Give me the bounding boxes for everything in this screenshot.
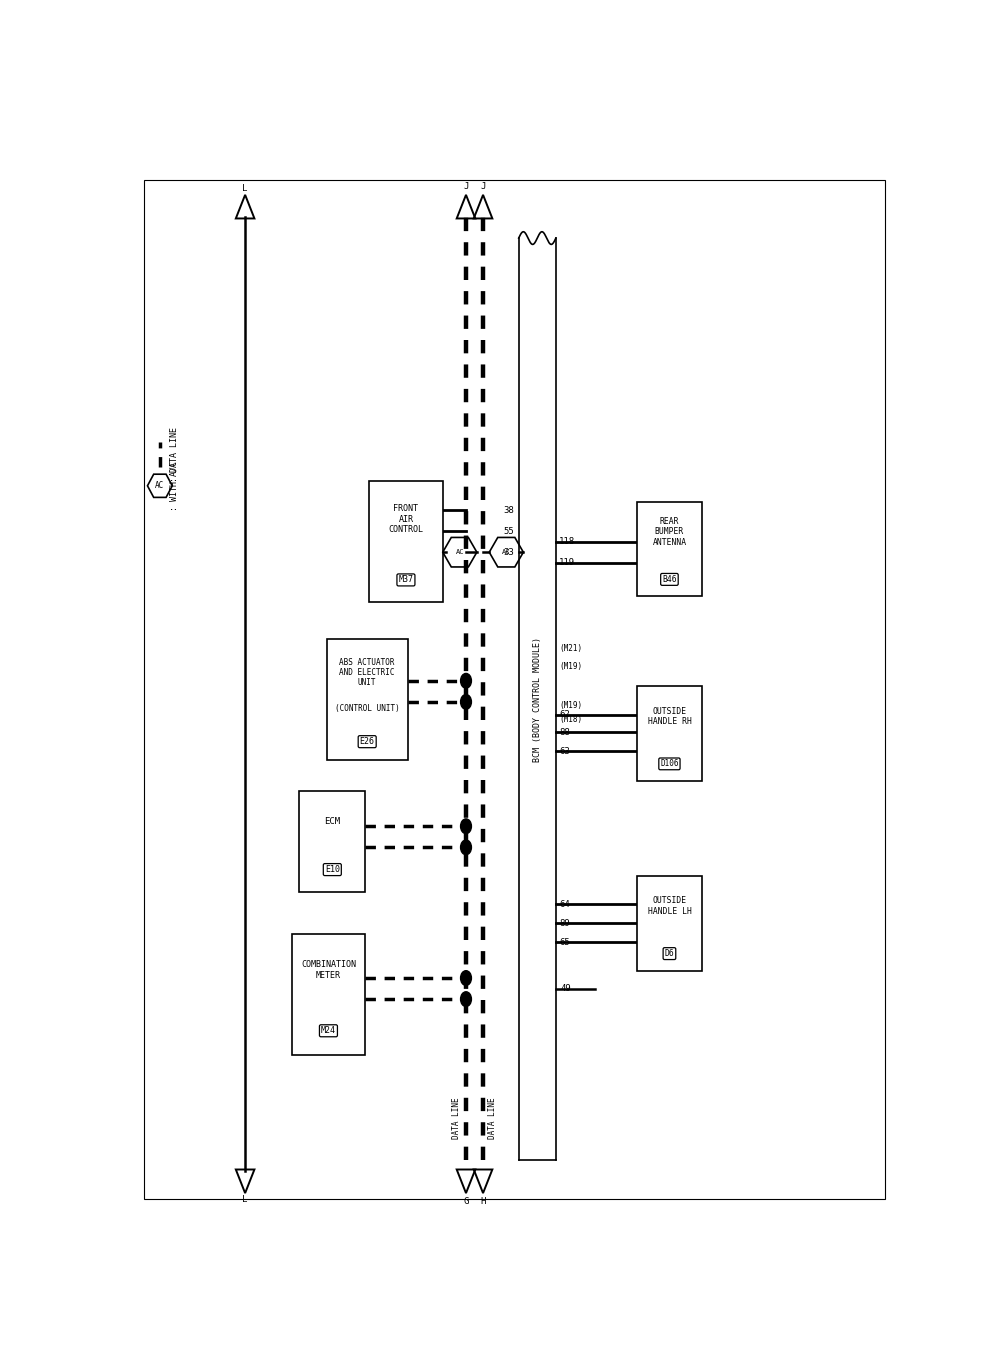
Text: (M21): (M21): [560, 643, 583, 653]
Text: 88: 88: [559, 728, 570, 737]
Text: DATA LINE: DATA LINE: [452, 1098, 461, 1139]
Text: DATA LINE: DATA LINE: [488, 1098, 497, 1139]
Text: L: L: [242, 183, 248, 193]
Text: OUTSIDE
HANDLE LH: OUTSIDE HANDLE LH: [648, 897, 691, 916]
FancyBboxPatch shape: [299, 791, 365, 891]
Text: FRONT
AIR
CONTROL: FRONT AIR CONTROL: [388, 504, 423, 534]
Text: : DATA LINE: : DATA LINE: [170, 427, 179, 482]
Circle shape: [461, 674, 471, 689]
Text: 38: 38: [503, 505, 514, 515]
FancyBboxPatch shape: [637, 686, 702, 780]
Text: M37: M37: [398, 575, 413, 585]
Text: 119: 119: [559, 559, 575, 567]
Text: AC: AC: [155, 482, 164, 490]
Text: OUTSIDE
HANDLE RH: OUTSIDE HANDLE RH: [648, 706, 691, 726]
Text: E10: E10: [325, 865, 340, 873]
Text: COMBINATION
METER: COMBINATION METER: [301, 961, 356, 980]
Text: 49: 49: [561, 984, 571, 993]
Text: (M19): (M19): [560, 661, 583, 671]
Text: B46: B46: [662, 575, 677, 585]
Text: ABS ACTUATOR
AND ELECTRIC
UNIT: ABS ACTUATOR AND ELECTRIC UNIT: [339, 657, 395, 687]
Text: 63: 63: [559, 747, 570, 756]
Text: AC: AC: [502, 549, 511, 556]
Text: 64: 64: [559, 899, 570, 909]
Text: : WITH A/C: : WITH A/C: [170, 461, 179, 511]
Text: 62: 62: [559, 711, 570, 719]
Text: 118: 118: [559, 537, 575, 546]
FancyBboxPatch shape: [292, 934, 365, 1055]
Text: J: J: [480, 182, 486, 190]
Circle shape: [461, 971, 471, 986]
Text: BCM (BODY CONTROL MODULE): BCM (BODY CONTROL MODULE): [533, 637, 542, 761]
Circle shape: [461, 841, 471, 854]
Text: (M19): (M19): [559, 701, 582, 709]
Text: J: J: [463, 182, 469, 190]
Circle shape: [461, 694, 471, 709]
Text: D6: D6: [665, 949, 674, 958]
Text: 55: 55: [503, 527, 514, 535]
FancyBboxPatch shape: [637, 501, 702, 597]
FancyBboxPatch shape: [637, 876, 702, 971]
Text: ECM: ECM: [324, 817, 340, 826]
Text: M24: M24: [321, 1027, 336, 1035]
FancyBboxPatch shape: [326, 638, 408, 760]
Text: L: L: [242, 1195, 248, 1203]
Text: (M18): (M18): [559, 716, 582, 724]
Text: 33: 33: [503, 548, 514, 557]
Text: (CONTROL UNIT): (CONTROL UNIT): [335, 705, 400, 713]
Text: D106: D106: [660, 760, 679, 768]
Text: G: G: [463, 1197, 469, 1206]
Text: REAR
BUMPER
ANTENNA: REAR BUMPER ANTENNA: [652, 517, 686, 546]
Text: E26: E26: [360, 737, 375, 746]
Text: 89: 89: [559, 919, 570, 928]
Text: 65: 65: [559, 938, 570, 947]
FancyBboxPatch shape: [369, 481, 443, 602]
Circle shape: [461, 991, 471, 1006]
Circle shape: [461, 819, 471, 834]
Text: H: H: [480, 1197, 486, 1206]
Text: AC: AC: [456, 549, 464, 556]
